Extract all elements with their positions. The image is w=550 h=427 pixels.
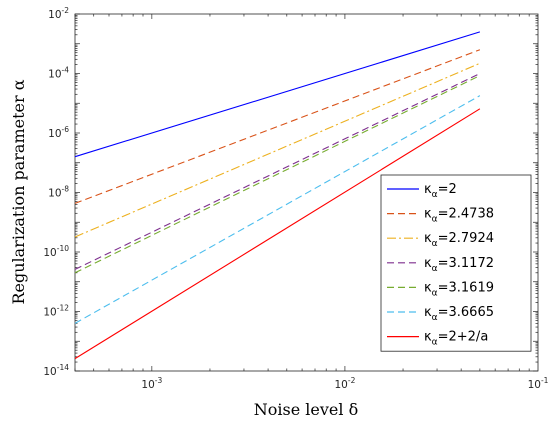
series-line-1 [74,31,481,158]
series-lines [74,31,481,360]
y-tick-label: 10-12 [43,304,69,319]
y-tick-label: 10-8 [48,185,69,200]
y-tick-label: 10-6 [48,125,69,140]
legend-label: κα=3.1619 [424,280,494,298]
legend: κα=2 κα=2.4738 κα=2.7924 κα=3.1172 κα=3.1619… [380,174,532,352]
y-tick-label: 10-4 [48,66,69,81]
legend-label: κα=2.7924 [424,231,494,249]
y-tick-label: 10-2 [48,6,69,21]
legend-box [380,174,532,352]
x-tick-label: 10-2 [334,376,355,391]
series-line-5 [74,75,481,274]
legend-label: κα=2+2/a [424,330,488,348]
legend-label: κα=2.4738 [424,207,494,225]
y-tick-label: 10-10 [43,244,69,259]
series-line-6 [74,95,481,324]
series-line-2 [74,49,481,204]
x-axis-label: Noise level δ [254,400,358,419]
y-tick-label: 10-14 [43,363,69,378]
series-line-4 [74,73,481,270]
axis-ticks: 10-3 10-2 10-1 10-14 10-12 10-10 10-8 10-6 10-4 1… [43,6,548,391]
x-tick-label: 10-3 [141,376,162,391]
x-tick-label: 10-1 [528,376,549,391]
legend-label: κα=2 [424,182,457,200]
series-line-7 [74,108,481,360]
legend-label: κα=3.1172 [424,256,494,274]
y-axis-label: Regularization parameter α [9,79,28,304]
series-line-3 [74,62,481,238]
legend-label: κα=3.6665 [424,305,494,323]
